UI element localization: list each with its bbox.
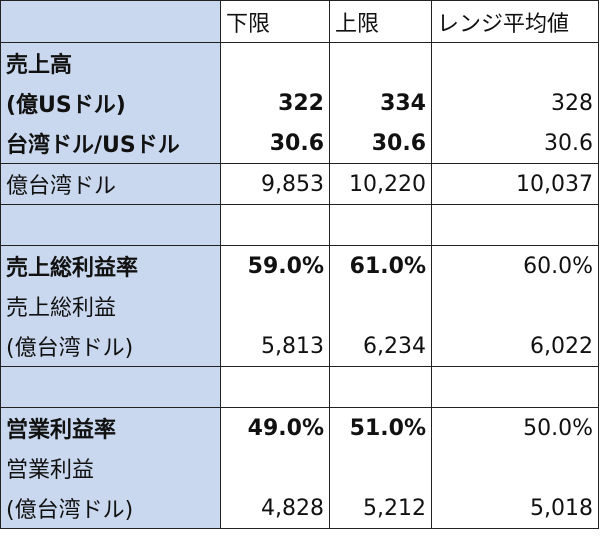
operating-margin-row: 営業利益率 49.0% 51.0% 50.0%: [0, 407, 599, 448]
empty-cell: [431, 366, 599, 408]
empty-cell: [431, 204, 599, 246]
revenue-twd-low: 9,853: [220, 163, 330, 205]
revenue-usd-unit: (億USドル): [0, 83, 221, 123]
gross-profit-high: 6,234: [329, 326, 432, 367]
fx-rate-high: 30.6: [329, 123, 432, 164]
gross-margin-high: 61.0%: [329, 245, 432, 286]
operating-profit-label: 営業利益: [0, 448, 221, 488]
revenue-twd-label: 億台湾ドル: [0, 163, 221, 205]
empty-cell: [220, 204, 330, 246]
header-corner-cell: [0, 0, 221, 43]
fx-rate-avg: 30.6: [431, 123, 599, 164]
operating-profit-title-row: 営業利益: [0, 448, 599, 488]
operating-profit-low: 4,828: [220, 488, 330, 529]
gross-profit-title-row: 売上総利益: [0, 286, 599, 326]
empty-cell: [329, 286, 432, 326]
empty-cell: [220, 448, 330, 488]
revenue-usd-row: (億USドル) 322 334 328: [0, 83, 599, 123]
spacer-label-cell: [0, 366, 221, 408]
operating-margin-label: 営業利益率: [0, 407, 221, 448]
empty-cell: [220, 42, 330, 83]
revenue-usd-avg: 328: [431, 83, 599, 123]
empty-cell: [431, 42, 599, 83]
header-high: 上限: [329, 0, 432, 43]
operating-profit-row: (億台湾ドル) 4,828 5,212 5,018: [0, 488, 599, 529]
gross-margin-row: 売上総利益率 59.0% 61.0% 60.0%: [0, 245, 599, 286]
header-low: 下限: [220, 0, 330, 43]
fx-rate-low: 30.6: [220, 123, 330, 164]
operating-profit-avg: 5,018: [431, 488, 599, 529]
gross-profit-avg: 6,022: [431, 326, 599, 367]
operating-margin-low: 49.0%: [220, 407, 330, 448]
revenue-usd-low: 322: [220, 83, 330, 123]
empty-cell: [329, 448, 432, 488]
empty-cell: [220, 286, 330, 326]
header-range-average: レンジ平均値: [431, 0, 599, 43]
fx-rate-label: 台湾ドル/USドル: [0, 123, 221, 164]
gross-profit-label: 売上総利益: [0, 286, 221, 326]
empty-cell: [220, 366, 330, 408]
revenue-title-row: 売上高: [0, 42, 599, 83]
empty-cell: [329, 42, 432, 83]
gross-margin-low: 59.0%: [220, 245, 330, 286]
revenue-title: 売上高: [0, 42, 221, 83]
gross-profit-row: (億台湾ドル) 5,813 6,234 6,022: [0, 326, 599, 367]
operating-profit-unit: (億台湾ドル): [0, 488, 221, 529]
spacer-row: [0, 204, 599, 246]
spacer-label-cell: [0, 204, 221, 246]
fx-rate-row: 台湾ドル/USドル 30.6 30.6 30.6: [0, 123, 599, 164]
empty-cell: [431, 286, 599, 326]
revenue-usd-high: 334: [329, 83, 432, 123]
gross-margin-label: 売上総利益率: [0, 245, 221, 286]
gross-profit-low: 5,813: [220, 326, 330, 367]
revenue-twd-row: 億台湾ドル 9,853 10,220 10,037: [0, 163, 599, 205]
gross-margin-avg: 60.0%: [431, 245, 599, 286]
revenue-twd-avg: 10,037: [431, 163, 599, 205]
revenue-twd-high: 10,220: [329, 163, 432, 205]
empty-cell: [329, 366, 432, 408]
header-row: 下限 上限 レンジ平均値: [0, 0, 599, 43]
spacer-row: [0, 366, 599, 408]
operating-margin-avg: 50.0%: [431, 407, 599, 448]
empty-cell: [431, 448, 599, 488]
operating-margin-high: 51.0%: [329, 407, 432, 448]
gross-profit-unit: (億台湾ドル): [0, 326, 221, 367]
empty-cell: [329, 204, 432, 246]
operating-profit-high: 5,212: [329, 488, 432, 529]
